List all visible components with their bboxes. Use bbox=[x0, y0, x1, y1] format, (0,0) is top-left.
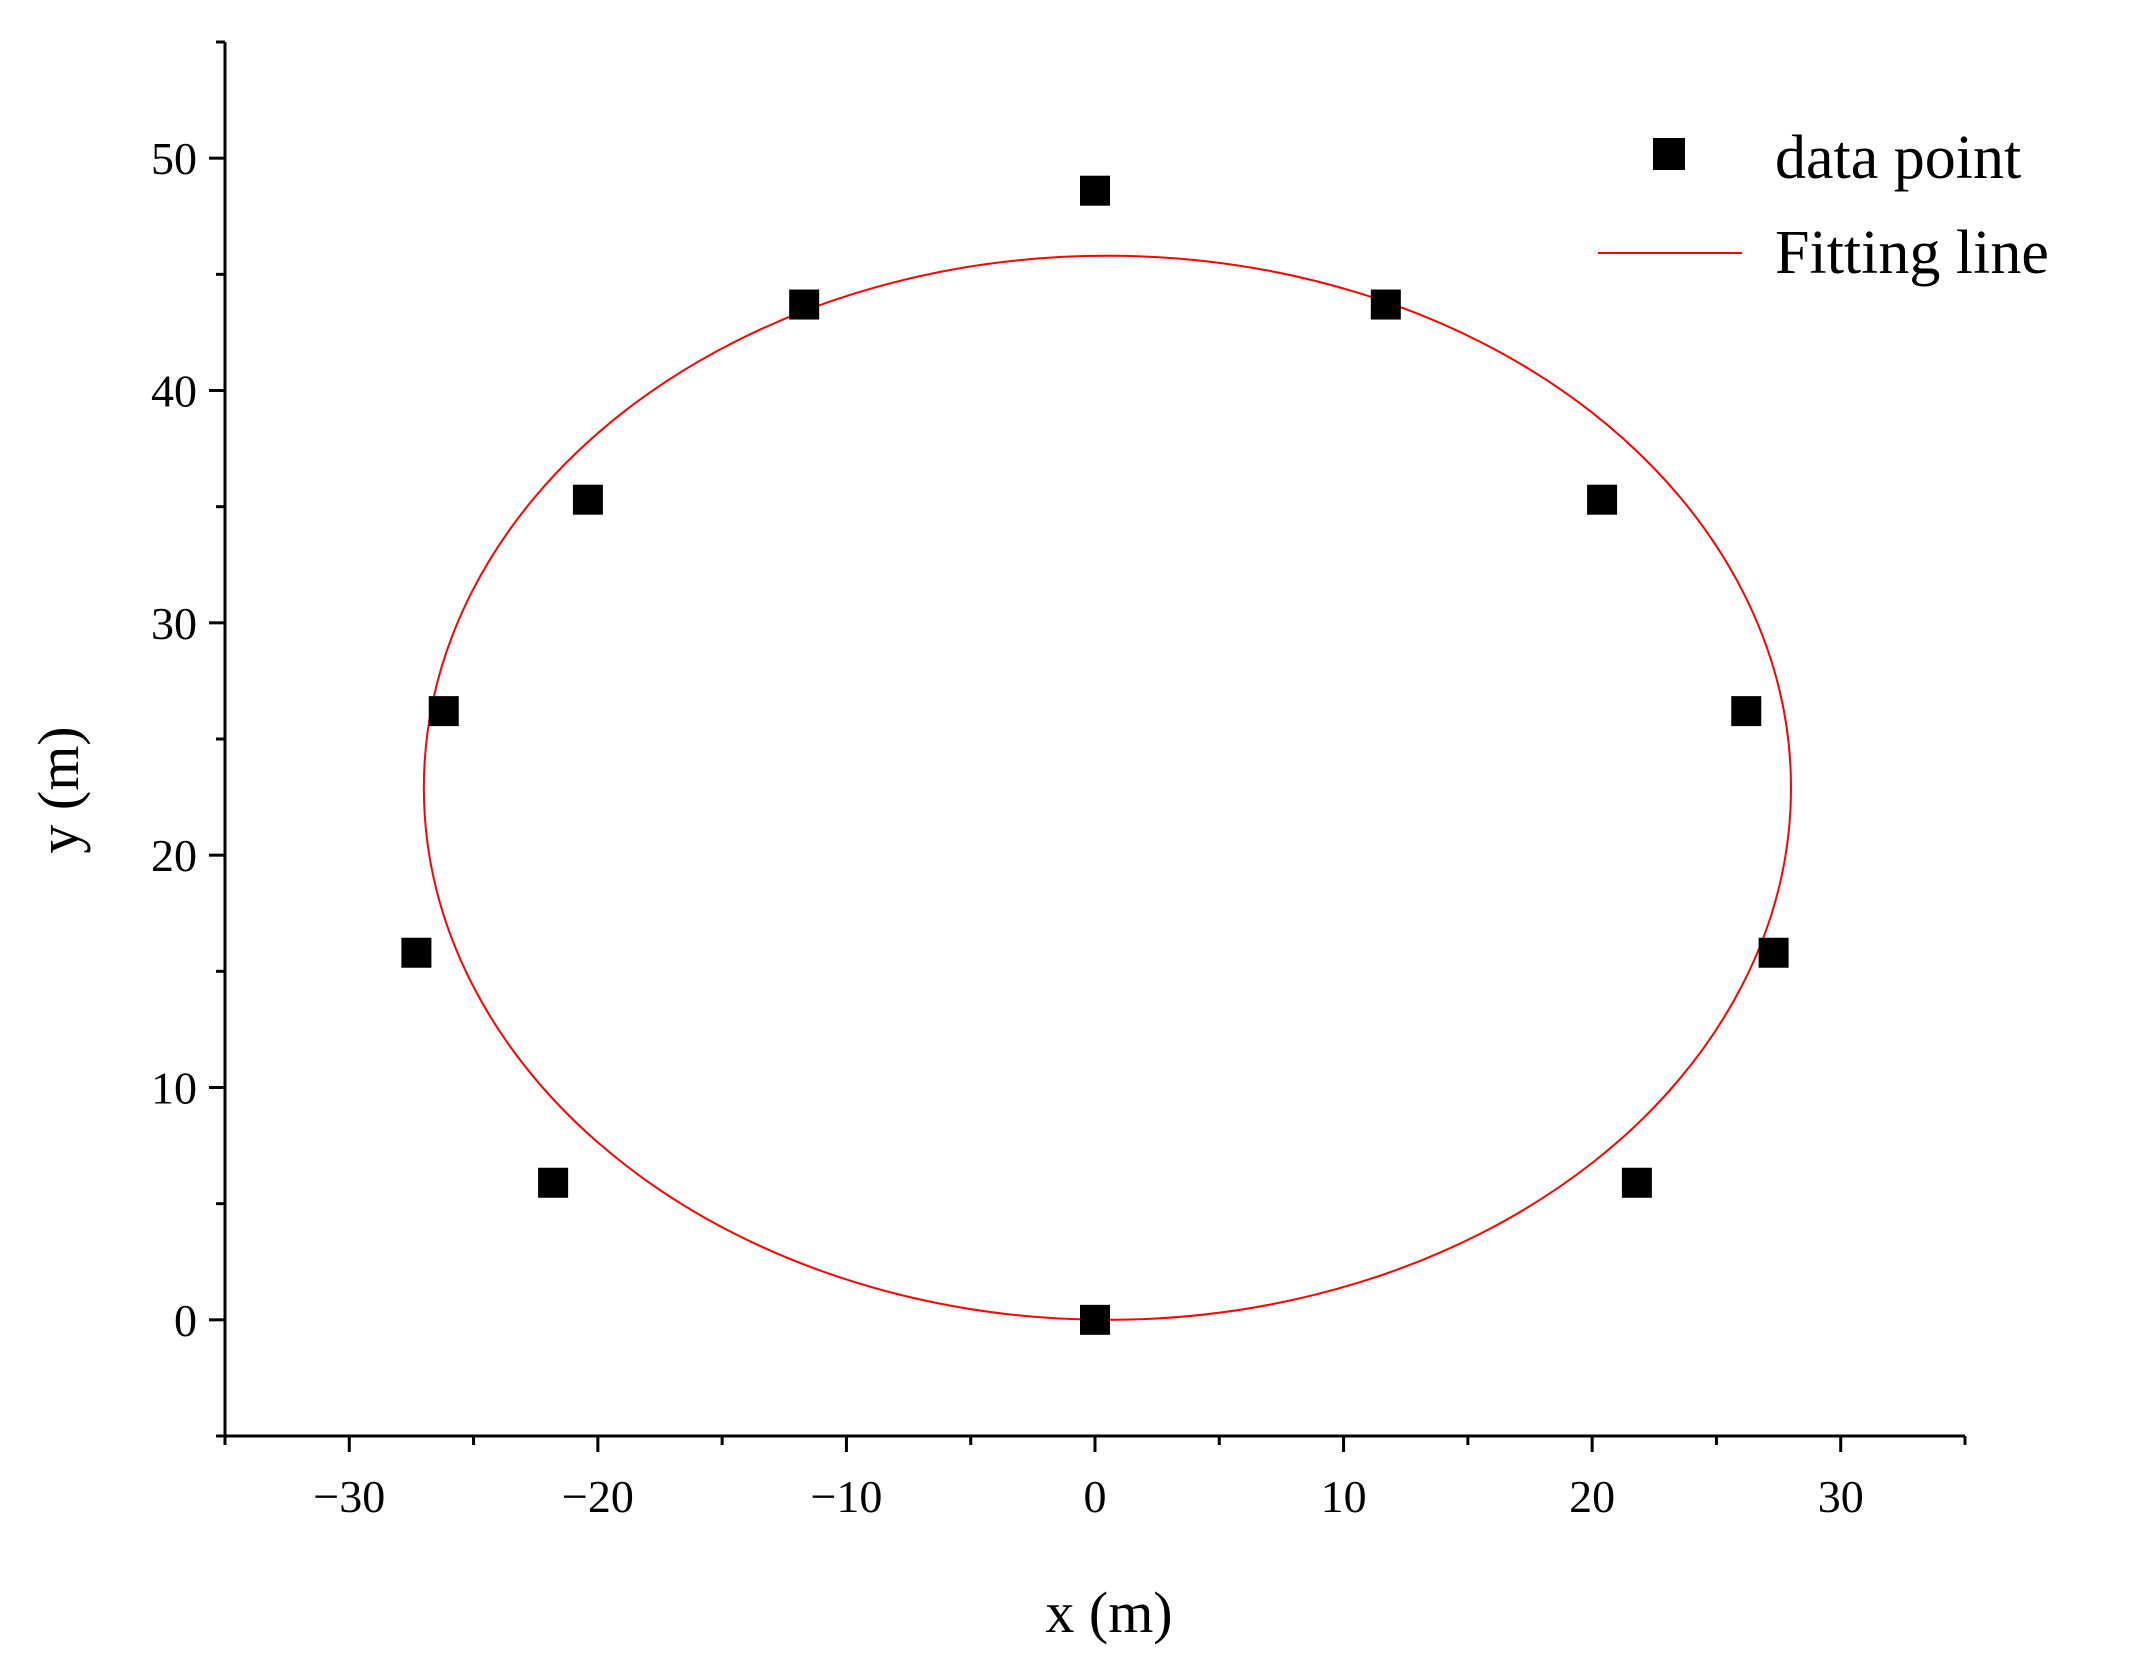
data-point bbox=[1587, 484, 1618, 515]
x-axis-label: x (m) bbox=[1045, 1580, 1172, 1645]
data-point bbox=[1080, 175, 1110, 206]
legend-fitting-line-label: Fitting line bbox=[1775, 219, 2049, 287]
data-point bbox=[1758, 937, 1789, 968]
x-tick-label: 10 bbox=[1321, 1471, 1367, 1522]
x-tick-label: −10 bbox=[810, 1471, 882, 1522]
data-point bbox=[538, 1167, 569, 1198]
data-points-layer bbox=[401, 175, 1789, 1335]
fitting-line bbox=[422, 254, 1792, 1321]
data-point bbox=[1731, 696, 1762, 727]
data-point bbox=[1080, 1304, 1110, 1335]
x-tick-label: 30 bbox=[1818, 1471, 1864, 1522]
y-tick-label: 0 bbox=[174, 1295, 197, 1346]
axes: −30 −20 −10 0 10 20 30 0 10 20 30 40 50 bbox=[151, 40, 1967, 1522]
data-point bbox=[428, 696, 459, 727]
y-tick-label: 50 bbox=[151, 133, 197, 184]
data-point bbox=[789, 289, 820, 320]
x-tick-label: −30 bbox=[313, 1471, 385, 1522]
x-tick-label: 20 bbox=[1569, 1471, 1615, 1522]
y-tick-label: 10 bbox=[151, 1063, 197, 1114]
y-tick-label: 30 bbox=[151, 598, 197, 649]
data-point bbox=[401, 937, 432, 968]
x-tick-label: 0 bbox=[1084, 1471, 1107, 1522]
legend-data-point-label: data point bbox=[1775, 124, 2021, 192]
data-point bbox=[572, 484, 603, 515]
y-axis-label: y (m) bbox=[26, 726, 91, 853]
fitting-line-layer bbox=[422, 254, 1792, 1321]
y-tick-label: 20 bbox=[151, 830, 197, 881]
x-tick-label: −20 bbox=[562, 1471, 634, 1522]
data-point bbox=[1621, 1167, 1652, 1198]
legend: data point Fitting line bbox=[1598, 124, 2049, 287]
legend-data-point-marker bbox=[1653, 138, 1685, 170]
y-tick-label: 40 bbox=[151, 366, 197, 417]
data-point bbox=[1370, 289, 1401, 320]
